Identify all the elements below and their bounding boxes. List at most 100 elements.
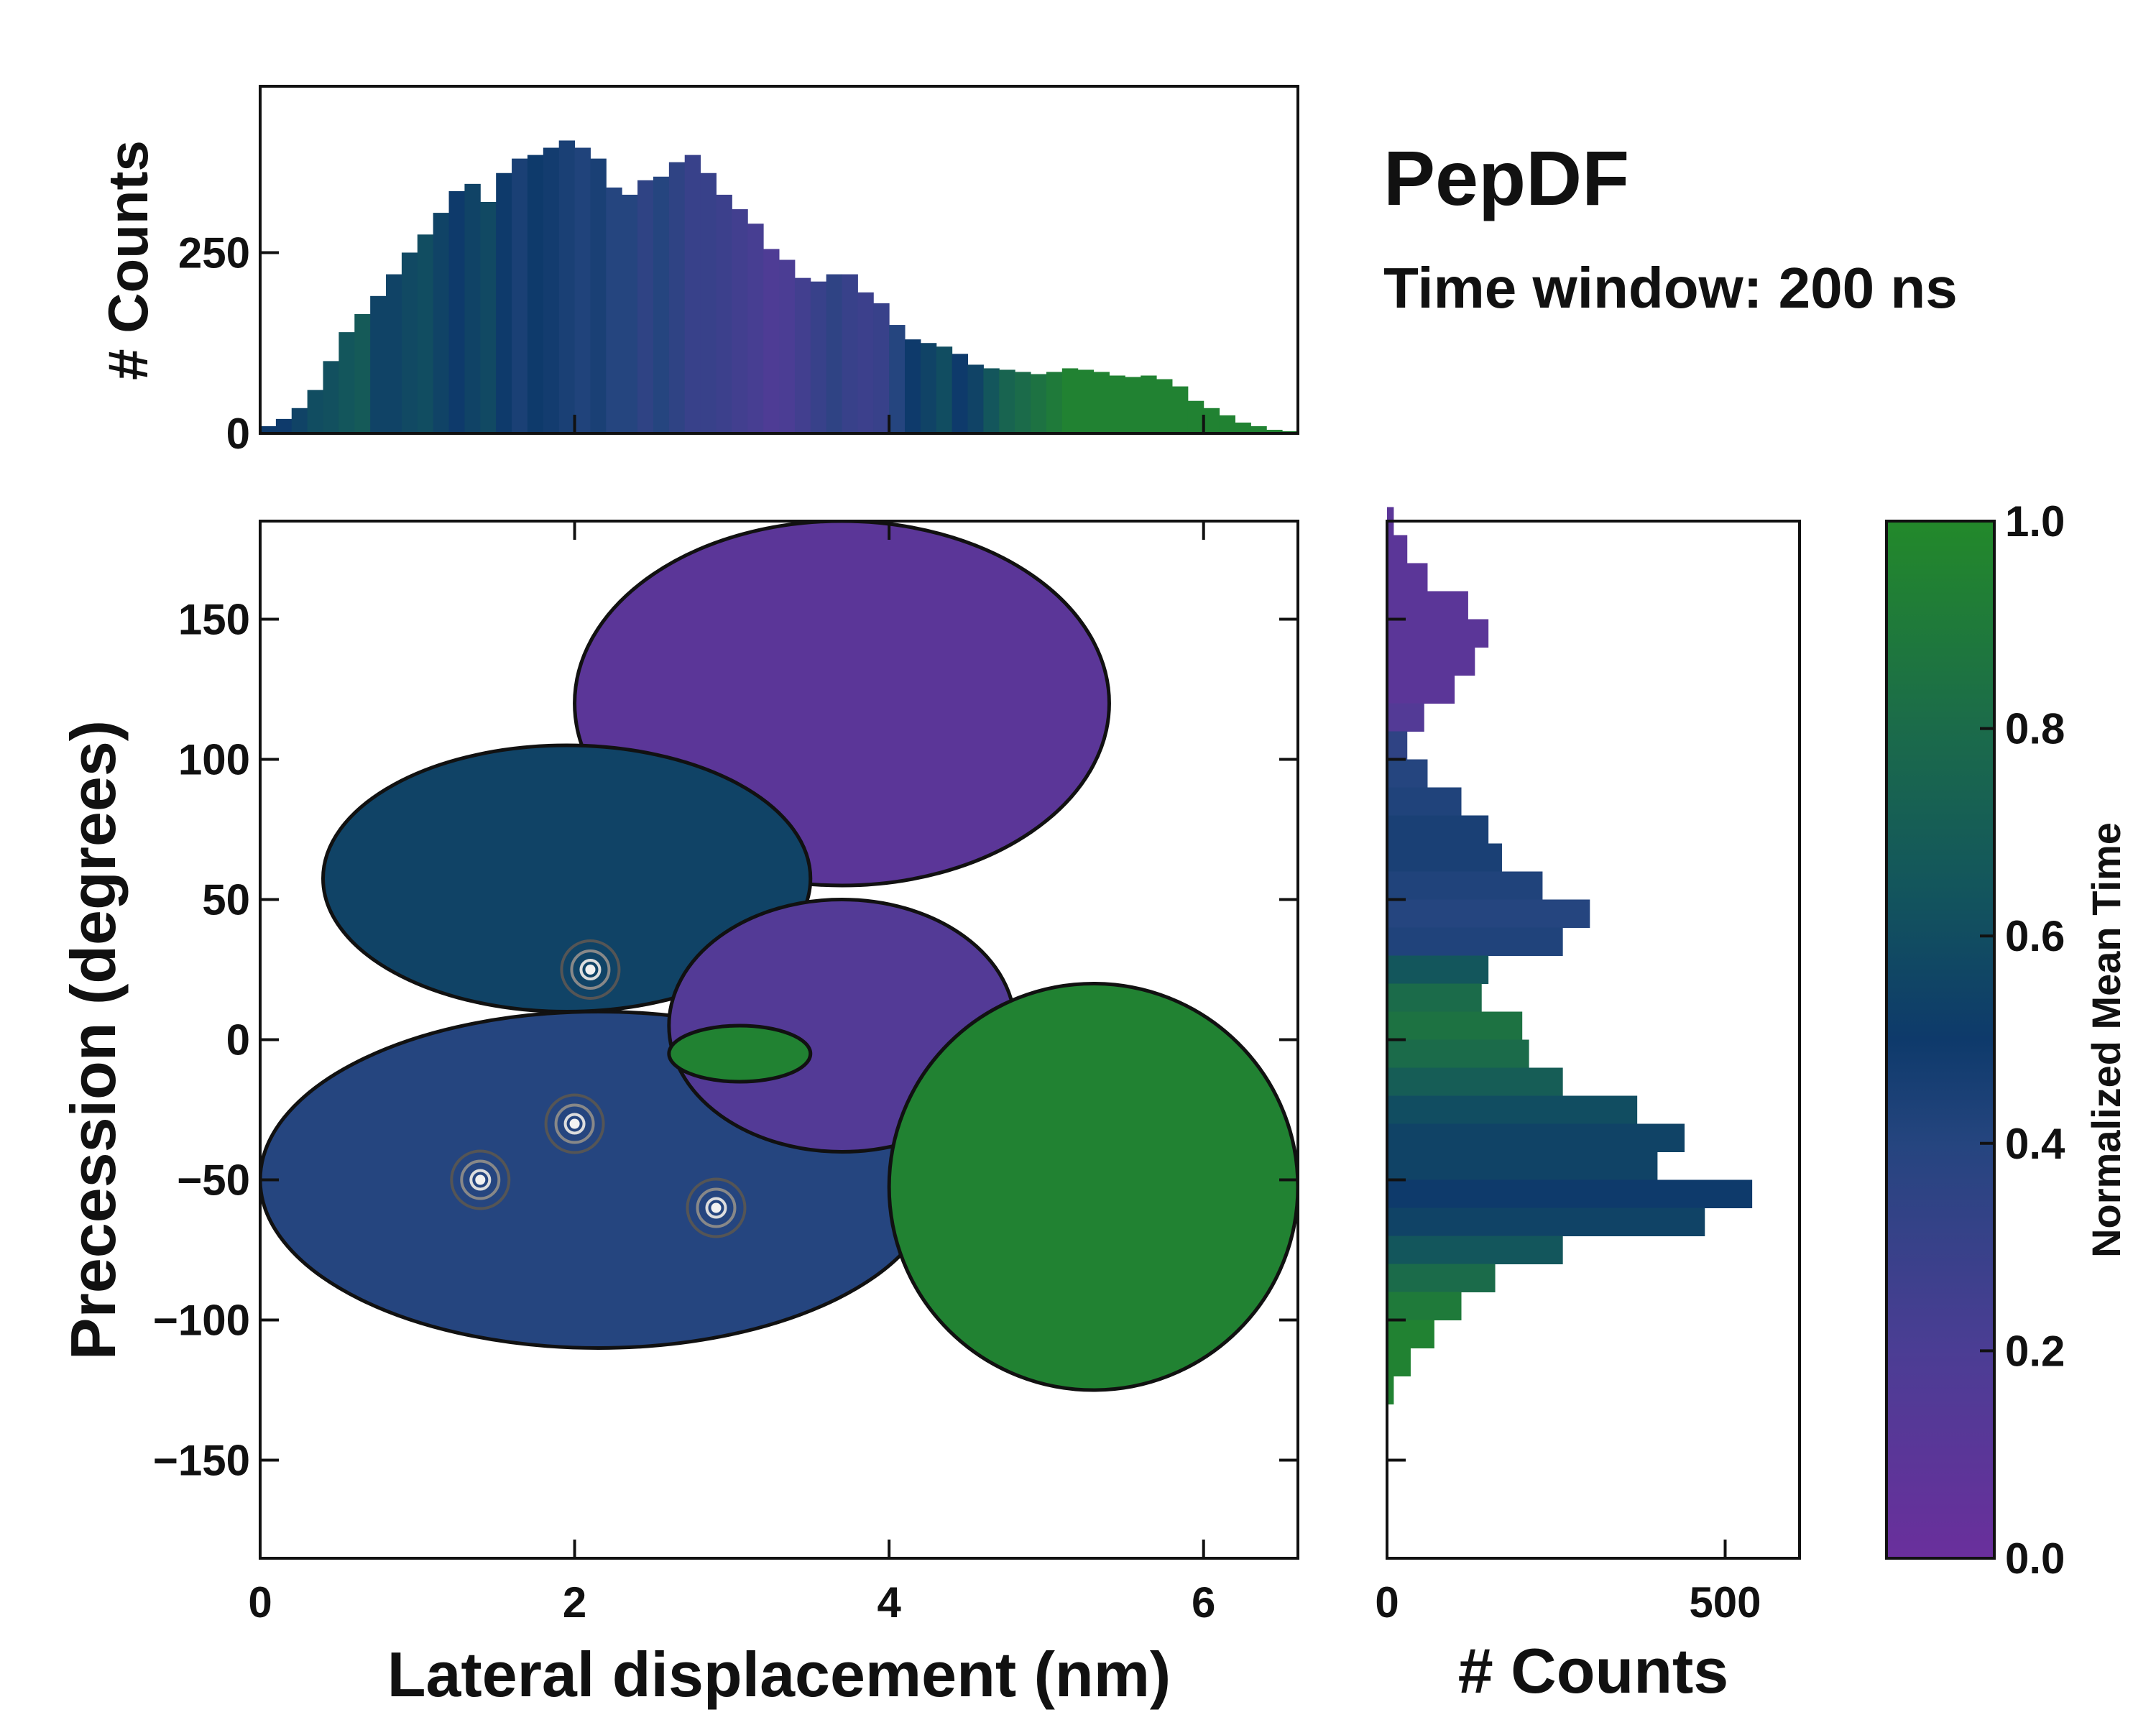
top-bar-63 [1250, 426, 1267, 433]
top-bar-50 [1046, 372, 1063, 433]
top-bar-35 [810, 281, 827, 433]
top-bar-33 [779, 259, 796, 433]
main-ylabel: Precession (degrees) [57, 720, 129, 1360]
top-ytick-label-0: 0 [226, 410, 250, 458]
density-contour-3-1 [696, 1187, 737, 1228]
top-bar-24 [637, 180, 654, 433]
top-histogram-ylabel: # Counts [96, 140, 160, 380]
top-bar-10 [417, 234, 434, 433]
right-bar-16 [1387, 955, 1489, 984]
right-bar-7 [1387, 703, 1424, 732]
top-bar-17 [527, 155, 544, 433]
top-bar-31 [747, 224, 764, 433]
top-bar-61 [1219, 415, 1235, 433]
colorbar-tick-label-0: 0.0 [2005, 1535, 2065, 1583]
top-bar-43 [936, 346, 953, 433]
right-bar-22 [1387, 1123, 1685, 1152]
top-bar-3 [307, 390, 324, 433]
top-bar-5 [338, 332, 355, 433]
top-bar-54 [1109, 375, 1125, 433]
top-bar-18 [543, 147, 560, 433]
right-bar-27 [1387, 1264, 1496, 1292]
top-bar-2 [291, 408, 308, 433]
right-bar-17 [1387, 983, 1482, 1012]
right-bar-31 [1387, 1376, 1394, 1404]
top-histogram-panel: 0 250 # Counts [96, 85, 1299, 458]
top-bar-4 [323, 361, 339, 433]
top-bar-8 [386, 274, 402, 433]
density-peak-3 [711, 1202, 722, 1213]
colorbar-bar [1885, 520, 1996, 1560]
colorbar-tick-label-1: 0.2 [2005, 1327, 2065, 1375]
right-bar-5 [1387, 647, 1475, 676]
top-bar-58 [1171, 386, 1189, 433]
top-bar-36 [826, 274, 843, 433]
top-bar-20 [574, 147, 591, 433]
top-bar-55 [1125, 377, 1141, 433]
right-bar-2 [1387, 563, 1428, 592]
region-green-center-patch [667, 1024, 813, 1084]
top-bar-41 [905, 339, 921, 433]
density-peaks [450, 939, 747, 1238]
top-bar-13 [464, 183, 481, 433]
right-bar-19 [1387, 1039, 1529, 1068]
density-contour-1-2 [469, 1169, 492, 1191]
right-bar-25 [1387, 1208, 1705, 1236]
colorbar-tick-label-3: 0.6 [2005, 912, 2065, 960]
top-bar-16 [512, 158, 528, 433]
top-bar-34 [794, 277, 811, 433]
main-xlabel: Lateral displacement (nm) [387, 1639, 1171, 1710]
top-bar-29 [716, 194, 732, 433]
right-bar-13 [1387, 871, 1543, 900]
top-bar-22 [606, 187, 622, 433]
top-bar-6 [354, 313, 371, 433]
right-bar-24 [1387, 1179, 1753, 1208]
top-bar-46 [983, 368, 1000, 433]
top-bar-21 [590, 158, 607, 433]
top-bar-37 [842, 274, 858, 433]
top-bar-23 [622, 194, 638, 433]
top-bar-60 [1203, 408, 1220, 433]
top-bar-62 [1235, 422, 1251, 433]
top-bar-15 [496, 172, 512, 433]
top-bar-42 [920, 343, 937, 433]
right-bar-4 [1387, 619, 1489, 648]
main-xtick-label-1: 2 [563, 1578, 586, 1627]
density-contour-3-2 [705, 1197, 727, 1219]
right-xtick-label-0: 0 [1375, 1578, 1399, 1627]
top-bar-38 [857, 292, 874, 433]
right-bar-29 [1387, 1320, 1434, 1348]
top-bar-49 [1031, 374, 1047, 433]
figure-subtitle: Time window: 200 ns [1383, 256, 1958, 320]
top-bar-26 [668, 162, 686, 433]
right-bar-26 [1387, 1236, 1563, 1264]
density-contour-1-1 [460, 1159, 501, 1200]
top-bar-1 [275, 418, 292, 433]
density-contour-3-0 [686, 1177, 747, 1238]
main-ytick-label-5: 100 [178, 736, 250, 784]
top-bar-47 [999, 369, 1015, 433]
main-ytick-label-1: −100 [153, 1297, 250, 1345]
right-bar-23 [1387, 1151, 1658, 1180]
right-bar-28 [1387, 1292, 1462, 1320]
right-bar-12 [1387, 843, 1502, 872]
colorbar-tick-label-2: 0.4 [2005, 1120, 2065, 1168]
top-bar-14 [480, 202, 497, 433]
density-contour-1-0 [450, 1149, 511, 1210]
top-bar-59 [1187, 400, 1204, 433]
colorbar-tick-label-5: 1.0 [2005, 497, 2065, 546]
density-contour-0-2 [579, 959, 602, 980]
top-bar-45 [967, 364, 984, 433]
right-bar-20 [1387, 1067, 1563, 1096]
density-peak-1 [475, 1174, 486, 1185]
density-contour-0-0 [560, 939, 621, 1000]
density-contour-2-1 [554, 1103, 595, 1144]
right-bar-14 [1387, 899, 1590, 928]
top-bar-11 [433, 213, 450, 433]
figure-title: PepDF [1383, 134, 1629, 221]
main-heatmap-panel: 0 2 4 6 −150 −100 −50 0 50 100 150 Lateral displac… [57, 520, 1299, 1710]
top-bar-12 [448, 190, 465, 433]
right-xtick-label-1: 500 [1689, 1578, 1761, 1627]
top-histogram-frame [259, 85, 1299, 435]
main-ytick-label-3: 0 [226, 1016, 250, 1064]
